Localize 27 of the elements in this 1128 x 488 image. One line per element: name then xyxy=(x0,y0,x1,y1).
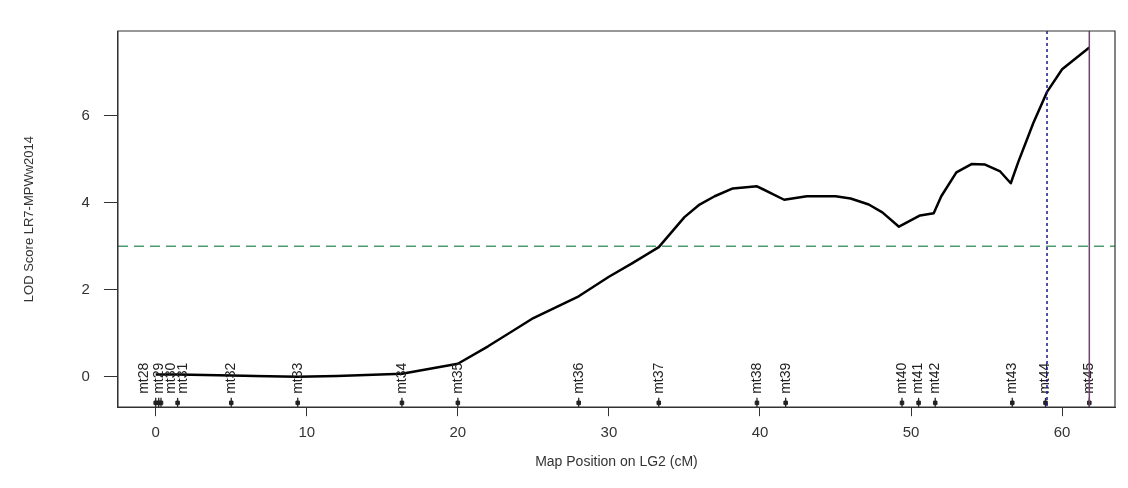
x-tick-label: 60 xyxy=(1053,423,1071,441)
y-tick-label: 2 xyxy=(81,279,90,297)
data-label: mt38 xyxy=(747,362,764,394)
x-tick-label: 10 xyxy=(298,423,316,441)
y-axis-title: LOD Score LR7-MPWw2014 xyxy=(21,136,37,303)
y-tick-label: 0 xyxy=(81,366,90,384)
data-label: mt36 xyxy=(569,362,586,394)
data-label: mt29 xyxy=(149,362,166,394)
y-tick-label: 6 xyxy=(81,105,90,123)
data-label: mt37 xyxy=(649,362,666,394)
data-label: mt33 xyxy=(288,362,305,394)
x-tick-label: 50 xyxy=(902,423,920,441)
data-label: mt35 xyxy=(448,362,465,394)
data-label: mt41 xyxy=(909,362,926,394)
x-tick-label: 0 xyxy=(151,423,160,441)
data-label: mt43 xyxy=(1003,362,1020,394)
x-tick-label: 40 xyxy=(751,423,769,441)
x-tick-label: 30 xyxy=(600,423,618,441)
data-label: mt28 xyxy=(134,362,151,394)
y-tick-label: 4 xyxy=(81,192,90,210)
data-label: mt44 xyxy=(1036,362,1053,394)
x-axis-title: Map Position on LG2 (cM) xyxy=(535,453,698,470)
data-label: mt42 xyxy=(926,362,943,394)
x-tick-label: 20 xyxy=(449,423,467,441)
data-label: mt39 xyxy=(776,362,793,394)
data-label: mt40 xyxy=(892,362,909,394)
data-label: mt34 xyxy=(392,362,409,394)
